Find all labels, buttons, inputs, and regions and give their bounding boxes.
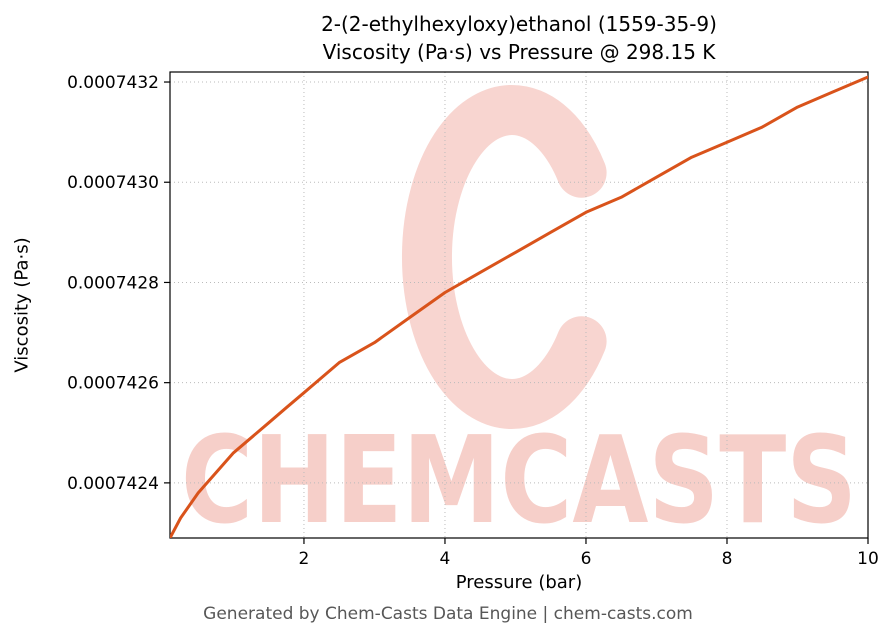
y-tick-label: 0.0007428 — [67, 273, 159, 293]
x-tick-label: 2 — [299, 549, 310, 569]
watermark-text: CHEMCASTS — [181, 412, 857, 551]
chart-title-line2: Viscosity (Pa·s) vs Pressure @ 298.15 K — [322, 40, 716, 64]
y-tick-label: 0.0007426 — [67, 374, 159, 394]
chart-title-line1: 2-(2-ethylhexyloxy)ethanol (1559-35-9) — [321, 12, 717, 36]
chemcasts-logo-icon — [401, 85, 607, 429]
x-tick-label: 8 — [722, 549, 733, 569]
chemcasts-watermark: CHEMCASTS — [181, 85, 857, 551]
x-tick-label: 4 — [440, 549, 451, 569]
x-axis-label: Pressure (bar) — [455, 572, 583, 593]
y-tick-label: 0.0007424 — [67, 474, 159, 494]
plot-border — [169, 71, 869, 539]
viscosity-curve — [170, 75, 868, 538]
x-tick-label: 10 — [857, 549, 879, 569]
y-tick-label: 0.0007432 — [67, 73, 159, 93]
y-tick-label: 0.0007430 — [67, 173, 159, 193]
footer-caption: Generated by Chem-Casts Data Engine | ch… — [203, 604, 693, 624]
y-axis-label: Viscosity (Pa·s) — [11, 237, 33, 373]
x-tick-label: 6 — [581, 549, 592, 569]
